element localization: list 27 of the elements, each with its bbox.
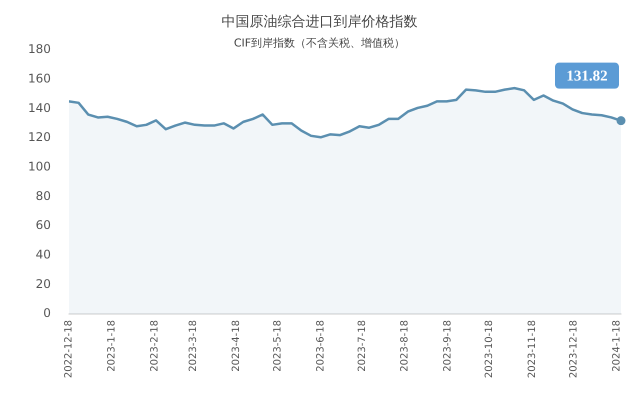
x-tick-label: 2023-4-18 [230, 320, 242, 372]
x-tick-label: 2023-5-18 [272, 320, 284, 372]
x-tick-label: 2022-12-18 [64, 320, 74, 378]
x-tick-label: 2023-12-18 [568, 320, 580, 378]
y-tick-label: 140 [28, 100, 51, 115]
x-tick-label: 2023-9-18 [442, 320, 454, 372]
x-tick-label: 2023-2-18 [149, 320, 160, 372]
y-tick-label: 160 [28, 71, 51, 86]
x-tick-label: 2023-10-18 [484, 320, 496, 378]
x-tick-label: 2023-11-18 [527, 320, 538, 378]
x-tick-label: 2023-8-18 [400, 320, 411, 372]
y-tick-label: 20 [36, 276, 51, 291]
annotation: 131.82 [566, 68, 608, 85]
y-tick-label: 120 [28, 130, 51, 144]
chart-subtitle: CIF到岸指数（不含关税、增值税） [234, 36, 406, 50]
y-tick-label: 80 [36, 188, 51, 203]
y-tick-label: 60 [36, 218, 51, 232]
y-tick-label: 0 [43, 306, 51, 320]
y-tick-label: 180 [28, 42, 51, 56]
y-tick-label: 100 [28, 159, 51, 174]
x-tick-label: 2023-1-18 [106, 320, 118, 372]
x-tick-label: 2023-7-18 [356, 320, 368, 372]
x-tick-label: 2023-3-18 [188, 320, 200, 372]
y-tick-label: 40 [36, 247, 51, 262]
x-tick-label: 2023-6-18 [315, 320, 326, 372]
chart-title: 中国原油综合进口到岸价格指数 [222, 14, 418, 30]
x-tick-label: 2024-1-18 [611, 320, 622, 372]
